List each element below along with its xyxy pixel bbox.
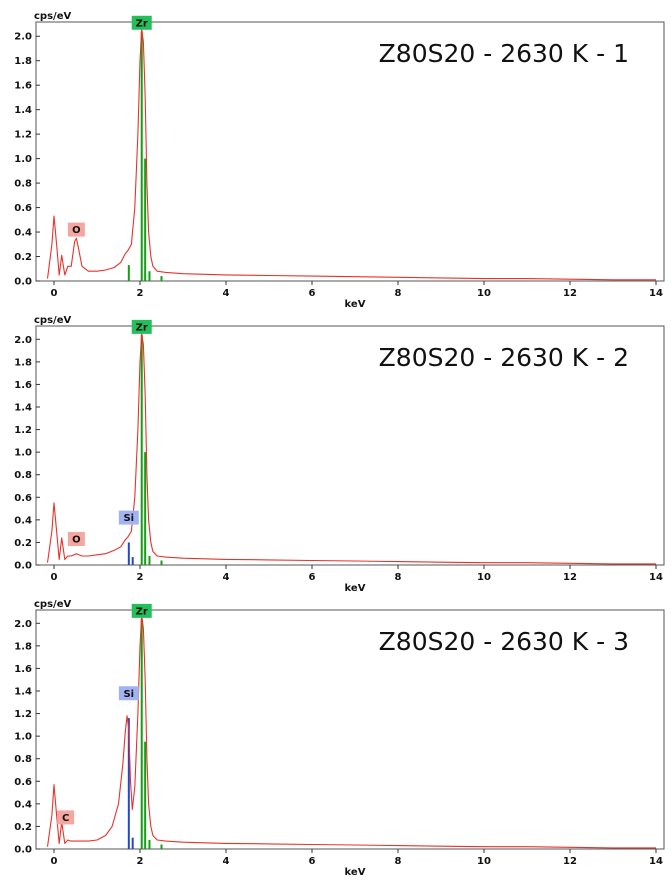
panel-1-y-tick-label: 0.6 xyxy=(14,203,32,214)
panel-2-x-tick-label: 0 xyxy=(51,572,58,583)
panel-2-spectrum-line xyxy=(46,333,656,565)
panel-1-y-tick-label: 0.0 xyxy=(14,277,32,288)
panel-3-y-tick-label: 0.4 xyxy=(14,799,32,810)
panel-3-x-tick-label: 4 xyxy=(223,856,230,867)
panel-2-element-badge-zr xyxy=(131,319,152,334)
panel-1-x-tick-label: 12 xyxy=(563,288,577,299)
panel-3-element-badge-zr xyxy=(131,603,152,618)
panel-3-y-tick-label: 1.2 xyxy=(14,709,32,720)
panel-2-x-tick-label: 12 xyxy=(563,572,577,583)
panel-1-y-tick-label: 1.2 xyxy=(14,130,32,141)
panel-2-y-axis-label: cps/eV xyxy=(34,315,71,326)
panel-3-title: Z80S20 - 2630 K - 3 xyxy=(379,627,629,656)
panel-2-y-tick-label: 0.2 xyxy=(14,538,32,549)
panel-1-y-tick-label: 1.4 xyxy=(14,105,32,116)
panel-1-x-tick-label: 0 xyxy=(51,288,58,299)
panel-1-spectrum-line xyxy=(46,28,656,281)
panel-3-element-label-si: Si xyxy=(123,689,134,700)
panel-2-y-tick-label: 1.2 xyxy=(14,425,32,436)
panel-1-element-badge-o xyxy=(67,222,85,237)
panel-2-x-tick-label: 10 xyxy=(477,572,491,583)
panel-2-y-tick-label: 1.0 xyxy=(14,448,32,459)
panel-1-y-tick-label: 1.0 xyxy=(14,154,32,165)
panel-2-y-tick-label: 0.8 xyxy=(14,470,32,481)
panel-3-element-badge-c xyxy=(57,810,75,825)
panel-1-y-tick-label: 0.4 xyxy=(14,228,32,239)
panel-1: cps/eV 0.0 0.2 0.4 0.6 0.8 1.0 1.2 1.4 1.6 1.8 2.0 0… xyxy=(14,11,665,310)
panel-1-element-badge-zr xyxy=(131,15,152,30)
panel-3: cps/eV 0.0 0.2 0.4 0.6 0.8 1.0 1.2 1.4 1.6 1.8 2.0 0… xyxy=(14,599,665,878)
panel-2-element-label-si: Si xyxy=(123,513,134,524)
panel-2-y-tick-label: 1.4 xyxy=(14,403,32,414)
panel-3-y-tick-label: 2.0 xyxy=(14,619,32,630)
panel-1-element-label-zr: Zr xyxy=(136,18,148,29)
panel-2-y-tick-label: 0.6 xyxy=(14,493,32,504)
panel-2-x-tick-label: 4 xyxy=(223,572,230,583)
panel-1-x-tick-label: 2 xyxy=(137,288,144,299)
panel-1-y-tick-label: 0.8 xyxy=(14,179,32,190)
panel-3-x-tick-label: 14 xyxy=(649,856,663,867)
panel-3-x-tick-label: 0 xyxy=(51,856,58,867)
panel-2-element-label-o: O xyxy=(72,535,81,546)
panel-1-x-axis-label: keV xyxy=(345,299,366,310)
panel-3-element-label-c: C xyxy=(62,813,69,824)
panel-1-element-label-o: O xyxy=(72,225,81,236)
panel-2-y-tick-label: 1.6 xyxy=(14,380,32,391)
panel-1-y-tick-label: 1.6 xyxy=(14,81,32,92)
panel-3-element-badge-si xyxy=(118,686,139,701)
panel-2-frame xyxy=(35,325,665,566)
panel-3-y-tick-label: 1.8 xyxy=(14,641,32,652)
panel-3-spectrum-line xyxy=(46,614,656,849)
panel-2-x-tick-label: 14 xyxy=(649,572,663,583)
panel-1-x-tick-label: 4 xyxy=(223,288,230,299)
panel-1-y-tick-label: 1.8 xyxy=(14,56,32,67)
panel-3-y-axis-label: cps/eV xyxy=(34,599,71,610)
panel-1-y-tick-label: 2.0 xyxy=(14,32,32,43)
panel-2-title: Z80S20 - 2630 K - 2 xyxy=(379,343,629,372)
panel-1-x-tick-label: 8 xyxy=(395,288,402,299)
panel-3-y-tick-label: 0.2 xyxy=(14,822,32,833)
panel-1-y-axis-label: cps/eV xyxy=(34,11,71,22)
panel-2-y-tick-label: 2.0 xyxy=(14,335,32,346)
panel-3-y-tick-label: 1.6 xyxy=(14,664,32,675)
panel-3-y-tick-label: 1.0 xyxy=(14,732,32,743)
panel-1-x-tick-label: 10 xyxy=(477,288,491,299)
panel-3-y-tick-label: 1.4 xyxy=(14,687,32,698)
panel-3-x-tick-label: 2 xyxy=(137,856,144,867)
panel-2-x-axis-label: keV xyxy=(345,583,366,594)
panel-3-y-tick-label: 0.6 xyxy=(14,777,32,788)
panel-2-y-tick-label: 0.4 xyxy=(14,515,32,526)
panel-2-x-tick-label: 2 xyxy=(137,572,144,583)
panel-3-x-tick-label: 10 xyxy=(477,856,491,867)
panel-2-x-tick-label: 8 xyxy=(395,572,402,583)
panel-1-frame xyxy=(35,21,665,282)
panel-1-x-tick-label: 14 xyxy=(649,288,663,299)
panel-2-y-tick-label: 0.0 xyxy=(14,561,32,572)
panel-2: cps/eV 0.0 0.2 0.4 0.6 0.8 1.0 1.2 1.4 1.6 1.8 2.0 0… xyxy=(14,315,665,594)
panel-2-element-badge-si xyxy=(118,510,139,525)
panel-3-y-tick-label: 0.0 xyxy=(14,845,32,856)
panel-1-title: Z80S20 - 2630 K - 1 xyxy=(379,39,629,68)
panel-1-x-tick-label: 6 xyxy=(309,288,316,299)
panel-3-x-axis-label: keV xyxy=(345,867,366,878)
panel-3-x-tick-label: 12 xyxy=(563,856,577,867)
panel-2-element-badge-o xyxy=(67,532,85,547)
panel-2-x-tick-label: 6 xyxy=(309,572,316,583)
panel-1-y-tick-label: 0.2 xyxy=(14,252,32,263)
panel-3-x-tick-label: 6 xyxy=(309,856,316,867)
panel-3-y-tick-label: 0.8 xyxy=(14,754,32,765)
panel-2-y-tick-label: 1.8 xyxy=(14,357,32,368)
panel-3-element-label-zr: Zr xyxy=(136,606,148,617)
panel-3-x-tick-label: 8 xyxy=(395,856,402,867)
panel-2-element-label-zr: Zr xyxy=(136,322,148,333)
panel-3-frame xyxy=(35,609,665,850)
